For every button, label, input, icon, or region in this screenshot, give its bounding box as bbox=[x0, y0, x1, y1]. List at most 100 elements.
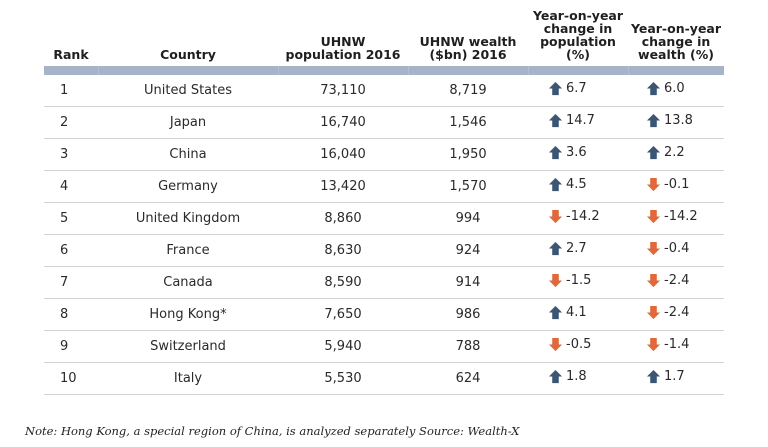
header-line: UHNW wealth bbox=[419, 34, 517, 49]
cell-rank: 9 bbox=[44, 330, 98, 363]
arrow-down-icon bbox=[646, 337, 664, 352]
header-line: UHNW bbox=[320, 34, 366, 49]
arrow-down-icon bbox=[548, 273, 566, 288]
cell-change-wealth: 1.7 bbox=[628, 362, 724, 395]
header-row: Rank Country UHNW population 2016 UHNW w… bbox=[44, 0, 724, 66]
arrow-up-icon bbox=[548, 113, 566, 128]
header-wealth: UHNW wealth ($bn) 2016 bbox=[408, 0, 528, 66]
table-row: 10 Italy 5,530 624 1.8 1.7 bbox=[44, 362, 724, 395]
arrow-up-icon bbox=[646, 81, 664, 96]
cell-population: 73,110 bbox=[278, 75, 408, 107]
arrow-up-icon bbox=[548, 81, 566, 96]
change-value: -2.4 bbox=[664, 305, 690, 320]
change-value: 6.7 bbox=[566, 81, 587, 96]
change-indicator: -0.5 bbox=[548, 337, 608, 352]
change-value: 3.6 bbox=[566, 145, 587, 160]
header-line: population bbox=[540, 34, 616, 49]
cell-wealth: 788 bbox=[408, 330, 528, 363]
header-change-wealth: Year-on-year change in wealth (%) bbox=[628, 0, 724, 66]
change-value: 1.8 bbox=[566, 369, 587, 384]
header-bar-cell bbox=[278, 66, 409, 75]
cell-rank: 6 bbox=[44, 234, 98, 267]
change-indicator: 1.8 bbox=[548, 369, 608, 384]
cell-change-wealth: -0.4 bbox=[628, 234, 724, 267]
table-row: 4 Germany 13,420 1,570 4.5 -0.1 bbox=[44, 170, 724, 203]
arrow-down-icon bbox=[646, 209, 664, 224]
change-indicator: 6.7 bbox=[548, 81, 608, 96]
change-value: 4.1 bbox=[566, 305, 587, 320]
footnote: Note: Hong Kong, a special region of Chi… bbox=[25, 424, 520, 438]
cell-wealth: 994 bbox=[408, 202, 528, 235]
cell-change-population: 1.8 bbox=[528, 362, 628, 395]
change-value: 14.7 bbox=[566, 113, 595, 128]
header-country: Country bbox=[160, 47, 216, 62]
cell-change-population: 4.5 bbox=[528, 170, 628, 203]
header-line: ($bn) 2016 bbox=[429, 47, 507, 62]
change-indicator: 4.1 bbox=[548, 305, 608, 320]
change-indicator: -0.4 bbox=[646, 241, 706, 256]
cell-change-wealth: 2.2 bbox=[628, 138, 724, 171]
cell-population: 8,590 bbox=[278, 266, 408, 299]
cell-change-wealth: -14.2 bbox=[628, 202, 724, 235]
change-value: -0.5 bbox=[566, 337, 592, 352]
change-indicator: 4.5 bbox=[548, 177, 608, 192]
cell-rank: 2 bbox=[44, 106, 98, 139]
arrow-up-icon bbox=[646, 369, 664, 384]
cell-rank: 7 bbox=[44, 266, 98, 299]
header-line: Year-on-year bbox=[630, 21, 722, 36]
arrow-up-icon bbox=[548, 177, 566, 192]
cell-country: United States bbox=[98, 75, 278, 107]
cell-population: 8,630 bbox=[278, 234, 408, 267]
cell-population: 16,740 bbox=[278, 106, 408, 139]
change-value: 13.8 bbox=[664, 113, 693, 128]
cell-change-population: 2.7 bbox=[528, 234, 628, 267]
cell-wealth: 1,570 bbox=[408, 170, 528, 203]
cell-change-wealth: -0.1 bbox=[628, 170, 724, 203]
header-line: change in bbox=[641, 34, 711, 49]
arrow-up-icon bbox=[548, 241, 566, 256]
cell-change-wealth: -2.4 bbox=[628, 298, 724, 331]
cell-country: Japan bbox=[98, 106, 278, 139]
cell-wealth: 986 bbox=[408, 298, 528, 331]
cell-wealth: 624 bbox=[408, 362, 528, 395]
arrow-down-icon bbox=[548, 209, 566, 224]
cell-country: Italy bbox=[98, 362, 278, 395]
change-indicator: 1.7 bbox=[646, 369, 706, 384]
change-indicator: 13.8 bbox=[646, 113, 706, 128]
table-row: 2 Japan 16,740 1,546 14.7 13.8 bbox=[44, 106, 724, 139]
cell-wealth: 1,546 bbox=[408, 106, 528, 139]
change-value: 1.7 bbox=[664, 369, 685, 384]
cell-rank: 3 bbox=[44, 138, 98, 171]
arrow-down-icon bbox=[646, 305, 664, 320]
cell-rank: 5 bbox=[44, 202, 98, 235]
cell-population: 13,420 bbox=[278, 170, 408, 203]
uhnw-ranking-table-wrap: Rank Country UHNW population 2016 UHNW w… bbox=[44, 0, 724, 395]
cell-change-wealth: -2.4 bbox=[628, 266, 724, 299]
change-value: -14.2 bbox=[566, 209, 600, 224]
table-row: 9 Switzerland 5,940 788 -0.5 -1.4 bbox=[44, 330, 724, 363]
change-indicator: -2.4 bbox=[646, 305, 706, 320]
cell-population: 5,940 bbox=[278, 330, 408, 363]
change-value: -14.2 bbox=[664, 209, 698, 224]
header-line: population 2016 bbox=[285, 47, 401, 62]
cell-change-population: -0.5 bbox=[528, 330, 628, 363]
change-indicator: 6.0 bbox=[646, 81, 706, 96]
cell-country: China bbox=[98, 138, 278, 171]
table-row: 6 France 8,630 924 2.7 -0.4 bbox=[44, 234, 724, 267]
cell-change-population: 4.1 bbox=[528, 298, 628, 331]
table-body: 1 United States 73,110 8,719 6.7 6.0 2 J… bbox=[44, 75, 724, 395]
cell-rank: 8 bbox=[44, 298, 98, 331]
cell-country: Canada bbox=[98, 266, 278, 299]
header-bar-cell bbox=[44, 66, 99, 75]
header-population: UHNW population 2016 bbox=[278, 0, 408, 66]
arrow-up-icon bbox=[548, 305, 566, 320]
change-value: 2.2 bbox=[664, 145, 685, 160]
arrow-up-icon bbox=[548, 145, 566, 160]
cell-rank: 4 bbox=[44, 170, 98, 203]
change-indicator: -14.2 bbox=[548, 209, 608, 224]
change-value: 4.5 bbox=[566, 177, 587, 192]
change-value: -1.4 bbox=[664, 337, 690, 352]
header-bar-cell bbox=[528, 66, 629, 75]
change-indicator: -0.1 bbox=[646, 177, 706, 192]
cell-country: Germany bbox=[98, 170, 278, 203]
